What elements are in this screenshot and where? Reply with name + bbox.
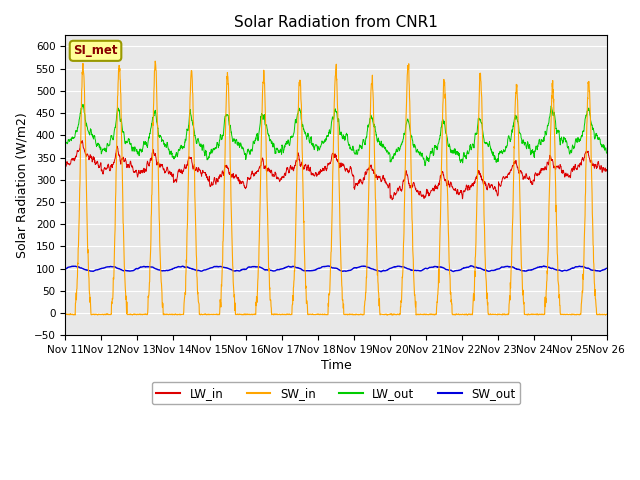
LW_out [421,163,429,168]
LW_in [570,166,578,171]
X-axis label: Time: Time [321,359,351,372]
Line: LW_in: LW_in [65,141,607,200]
SW_out [603,265,611,271]
SW_in [570,312,578,317]
LW_in [78,138,86,144]
LW_in [388,197,396,203]
Legend: LW_in, SW_in, LW_out, SW_out: LW_in, SW_in, LW_out, SW_out [152,382,520,404]
LW_in [212,179,220,184]
SW_in [493,311,501,317]
LW_in [603,168,611,173]
SW_in [61,312,69,317]
LW_in [493,193,501,199]
SW_out [467,263,475,268]
LW_out [61,139,69,144]
SW_out [364,264,371,270]
Line: SW_in: SW_in [65,61,607,315]
SW_in [151,58,159,64]
Text: SI_met: SI_met [73,44,118,57]
Title: Solar Radiation from CNR1: Solar Radiation from CNR1 [234,15,438,30]
LW_in [352,181,360,187]
SW_out [377,269,385,275]
LW_in [364,167,371,173]
SW_out [212,264,220,269]
LW_out [364,128,371,134]
SW_out [570,265,578,271]
SW_out [493,266,501,272]
SW_out [61,266,69,272]
Line: SW_out: SW_out [65,265,607,272]
SW_in [603,312,611,317]
LW_out [556,132,563,137]
SW_in [556,294,563,300]
SW_in [364,243,371,249]
Y-axis label: Solar Radiation (W/m2): Solar Radiation (W/m2) [15,112,28,258]
LW_out [603,150,611,156]
LW_in [556,166,563,171]
Line: LW_out: LW_out [65,104,607,166]
SW_out [351,265,359,271]
LW_out [79,101,87,107]
LW_out [212,145,220,151]
LW_out [570,144,578,150]
LW_out [493,158,501,164]
SW_out [556,267,563,273]
SW_in [352,312,360,318]
SW_in [463,312,471,318]
LW_in [61,163,69,168]
LW_out [352,151,360,156]
SW_in [212,312,220,317]
